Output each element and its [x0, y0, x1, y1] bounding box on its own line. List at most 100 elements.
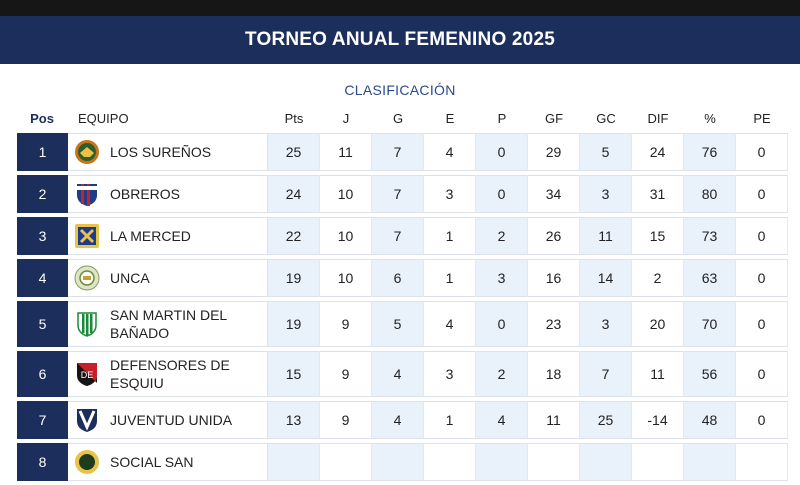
row-pct: 73 — [684, 217, 736, 255]
row-pts: 15 — [268, 351, 320, 397]
col-header-j: J — [342, 111, 350, 126]
row-pts: 24 — [268, 175, 320, 213]
row-position: 3 — [17, 217, 68, 255]
row-g: 7 — [372, 133, 424, 171]
row-position: 1 — [17, 133, 68, 171]
row-e: 1 — [424, 401, 476, 439]
row-dif: 24 — [632, 133, 684, 171]
top-status-bar — [0, 0, 800, 16]
table-row[interactable]: 6 DE DEFENSORES DE ESQUIU 15 9 4 3 2 18 7 11 56 0 — [17, 351, 788, 397]
row-pe: 0 — [736, 133, 788, 171]
row-position: 5 — [17, 301, 68, 347]
row-p: 2 — [476, 351, 528, 397]
row-gc — [580, 443, 632, 481]
table-row[interactable]: 7 JUVENTUD UNIDA 13 9 4 1 4 11 25 -14 48 0 — [17, 401, 788, 439]
row-position: 2 — [17, 175, 68, 213]
row-p: 0 — [476, 175, 528, 213]
table-row[interactable]: 1 LOS SUREÑOS 25 11 7 4 0 29 5 24 76 0 — [17, 133, 788, 171]
row-p: 3 — [476, 259, 528, 297]
san-martin-crest-icon — [74, 311, 100, 337]
table-subtitle: CLASIFICACIÓN — [344, 82, 456, 98]
col-header-pos: Pos — [30, 111, 54, 126]
col-header-e: E — [445, 111, 455, 126]
row-pe: 0 — [736, 301, 788, 347]
unca-crest-icon — [74, 265, 100, 291]
row-pts: 19 — [268, 259, 320, 297]
row-team[interactable]: JUVENTUD UNIDA — [68, 401, 268, 439]
row-dif: 20 — [632, 301, 684, 347]
table-row[interactable]: 5 SAN MARTIN DEL BAÑADO 19 9 5 4 0 23 3 20 70 0 — [17, 301, 788, 347]
row-pts: 22 — [268, 217, 320, 255]
row-j: 9 — [320, 351, 372, 397]
row-j — [320, 443, 372, 481]
col-header-team: EQUIPO — [78, 111, 129, 126]
col-header-dif: DIF — [647, 111, 669, 126]
row-j: 10 — [320, 217, 372, 255]
row-j: 11 — [320, 133, 372, 171]
row-e: 1 — [424, 217, 476, 255]
row-p — [476, 443, 528, 481]
team-name: OBREROS — [110, 186, 181, 202]
row-pe — [736, 443, 788, 481]
row-pe: 0 — [736, 217, 788, 255]
team-name: LOS SUREÑOS — [110, 144, 212, 160]
row-pct — [684, 443, 736, 481]
row-pct: 63 — [684, 259, 736, 297]
table-row[interactable]: 8 SOCIAL SAN — [17, 443, 788, 481]
row-team[interactable]: SAN MARTIN DEL BAÑADO — [68, 301, 268, 347]
team-name: JUVENTUD UNIDA — [110, 412, 233, 428]
row-pct: 48 — [684, 401, 736, 439]
table-header-row: Pos EQUIPO Pts J G E P GF GC DIF % PE — [17, 108, 785, 130]
row-position: 4 — [17, 259, 68, 297]
row-dif: -14 — [632, 401, 684, 439]
row-team[interactable]: SOCIAL SAN — [68, 443, 268, 481]
row-pe: 0 — [736, 351, 788, 397]
row-team[interactable]: LA MERCED — [68, 217, 268, 255]
col-header-pct: % — [704, 111, 716, 126]
row-e: 3 — [424, 175, 476, 213]
row-gc: 11 — [580, 217, 632, 255]
row-gf: 16 — [528, 259, 580, 297]
row-pct: 80 — [684, 175, 736, 213]
row-dif — [632, 443, 684, 481]
row-g — [372, 443, 424, 481]
row-pct: 56 — [684, 351, 736, 397]
row-pe: 0 — [736, 259, 788, 297]
table-row[interactable]: 2 OBREROS 24 10 7 3 0 34 3 31 80 0 — [17, 175, 788, 213]
defensores-crest-icon: DE — [74, 361, 100, 387]
row-pe: 0 — [736, 401, 788, 439]
team-name: UNCA — [110, 270, 150, 286]
table-row[interactable]: 3 LA MERCED 22 10 7 1 2 26 11 15 73 0 — [17, 217, 788, 255]
row-gf — [528, 443, 580, 481]
row-gc: 3 — [580, 175, 632, 213]
team-name: SAN MARTIN DEL BAÑADO — [110, 307, 227, 341]
row-p: 0 — [476, 133, 528, 171]
team-name: SOCIAL SAN — [110, 454, 194, 470]
row-pts: 13 — [268, 401, 320, 439]
row-dif: 15 — [632, 217, 684, 255]
row-p: 0 — [476, 301, 528, 347]
obreros-crest-icon — [74, 181, 100, 207]
row-p: 2 — [476, 217, 528, 255]
row-e: 3 — [424, 351, 476, 397]
team-name: LA MERCED — [110, 228, 191, 244]
row-pts — [268, 443, 320, 481]
row-team[interactable]: DE DEFENSORES DE ESQUIU — [68, 351, 268, 397]
row-pct: 76 — [684, 133, 736, 171]
row-team[interactable]: OBREROS — [68, 175, 268, 213]
row-pe: 0 — [736, 175, 788, 213]
row-g: 7 — [372, 175, 424, 213]
team-name: DEFENSORES DE ESQUIU — [110, 357, 230, 391]
row-dif: 2 — [632, 259, 684, 297]
row-g: 5 — [372, 301, 424, 347]
row-team[interactable]: LOS SUREÑOS — [68, 133, 268, 171]
row-team[interactable]: UNCA — [68, 259, 268, 297]
row-j: 9 — [320, 401, 372, 439]
la-merced-crest-icon — [74, 223, 100, 249]
row-e: 1 — [424, 259, 476, 297]
svg-text:DE: DE — [81, 370, 94, 380]
row-pts: 19 — [268, 301, 320, 347]
social-san-crest-icon — [74, 449, 100, 475]
row-gf: 26 — [528, 217, 580, 255]
table-row[interactable]: 4 UNCA 19 10 6 1 3 16 14 2 63 0 — [17, 259, 788, 297]
